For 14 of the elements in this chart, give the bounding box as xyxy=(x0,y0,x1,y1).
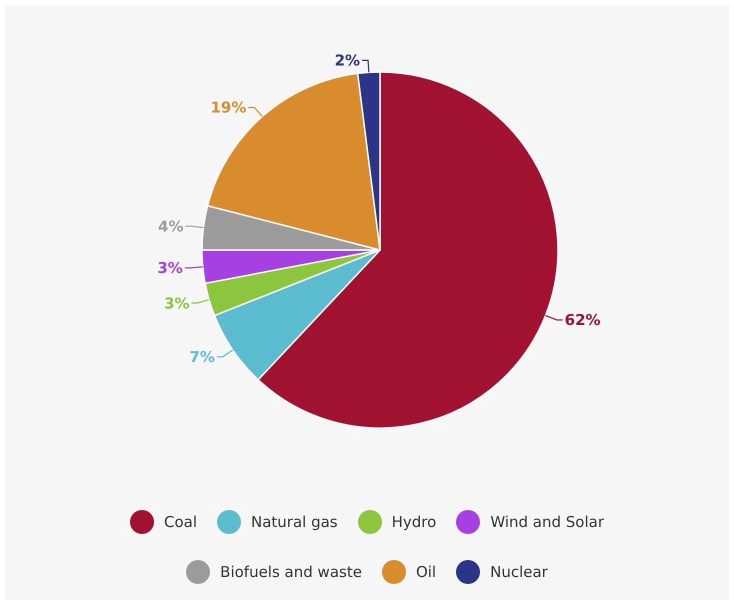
data-label: 2% xyxy=(334,52,360,70)
legend-label: Biofuels and waste xyxy=(220,563,362,581)
legend-label: Hydro xyxy=(392,513,436,531)
legend-label: Natural gas xyxy=(251,513,338,531)
data-label: 3% xyxy=(157,259,183,278)
legend-label: Wind and Solar xyxy=(490,513,604,531)
legend-label: Nuclear xyxy=(490,563,548,581)
data-label: 3% xyxy=(164,294,190,312)
data-label: 4% xyxy=(158,217,184,236)
data-label: 7% xyxy=(189,348,215,366)
data-label: 62% xyxy=(564,311,601,330)
data-label: 19% xyxy=(210,98,246,117)
legend-label: Oil xyxy=(416,563,436,581)
legend-label: Coal xyxy=(164,513,197,531)
